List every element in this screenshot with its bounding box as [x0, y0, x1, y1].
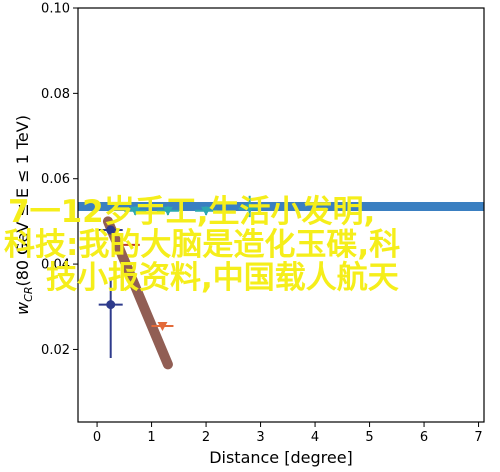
data-point — [238, 195, 261, 218]
point-marker — [106, 225, 116, 235]
point-marker — [106, 300, 116, 310]
axes: 0 1 2 3 4 5 6 7 0.02 0.04 0.06 0.08 0.10 — [41, 2, 485, 445]
point-marker — [244, 204, 255, 214]
y-axis-label-w: w — [13, 301, 32, 315]
y-tick-label: 0.06 — [41, 172, 70, 187]
x-tick-label: 1 — [147, 430, 155, 445]
y-tick-label: 0.08 — [41, 87, 70, 102]
x-tick-label: 2 — [202, 430, 210, 445]
point-marker — [130, 206, 141, 216]
plot-background — [78, 8, 484, 422]
x-tick-label: 3 — [256, 430, 264, 445]
band-line — [102, 216, 173, 370]
overlay-line-2: 科技:我的大脑是造化玉碟,科 — [4, 227, 400, 263]
data-point — [98, 279, 123, 358]
data-point — [98, 225, 123, 235]
overlay-text: 7一12岁手工,生活小发明, 科技:我的大脑是造化玉碟,科 技小报资料,中国载人… — [4, 194, 400, 296]
point-marker — [157, 321, 168, 331]
x-tick-label: 0 — [93, 430, 101, 445]
plot-frame — [77, 7, 485, 423]
y-tick-label: 0.02 — [41, 343, 70, 358]
y-axis-label-sub: CR — [22, 287, 35, 302]
data-point — [156, 206, 179, 216]
point-marker — [162, 206, 173, 216]
data-point — [124, 206, 147, 216]
y-tick-label: 0.10 — [41, 2, 70, 17]
plot-area — [78, 8, 484, 422]
data-point — [151, 321, 174, 331]
x-tick-label: 4 — [311, 430, 319, 445]
y-axis-label: wCR(80 GeV ≤ E ≤ 1 TeV) — [13, 115, 35, 315]
data-point — [195, 206, 218, 216]
x-tick-label: 6 — [420, 430, 428, 445]
chart-marks — [78, 195, 484, 370]
point-marker — [201, 206, 212, 216]
overlay-line-3: 技小报资料,中国载人航天 — [46, 260, 399, 296]
y-axis-label-rest: (80 GeV ≤ E ≤ 1 TeV) — [13, 115, 32, 287]
x-axis-label: Distance [degree] — [209, 448, 353, 467]
overlay-line-1: 7一12岁手工,生活小发明, — [8, 194, 375, 230]
x-tick-label: 5 — [365, 430, 373, 445]
x-tick-label: 7 — [474, 430, 482, 445]
y-tick-label: 0.04 — [41, 258, 70, 273]
